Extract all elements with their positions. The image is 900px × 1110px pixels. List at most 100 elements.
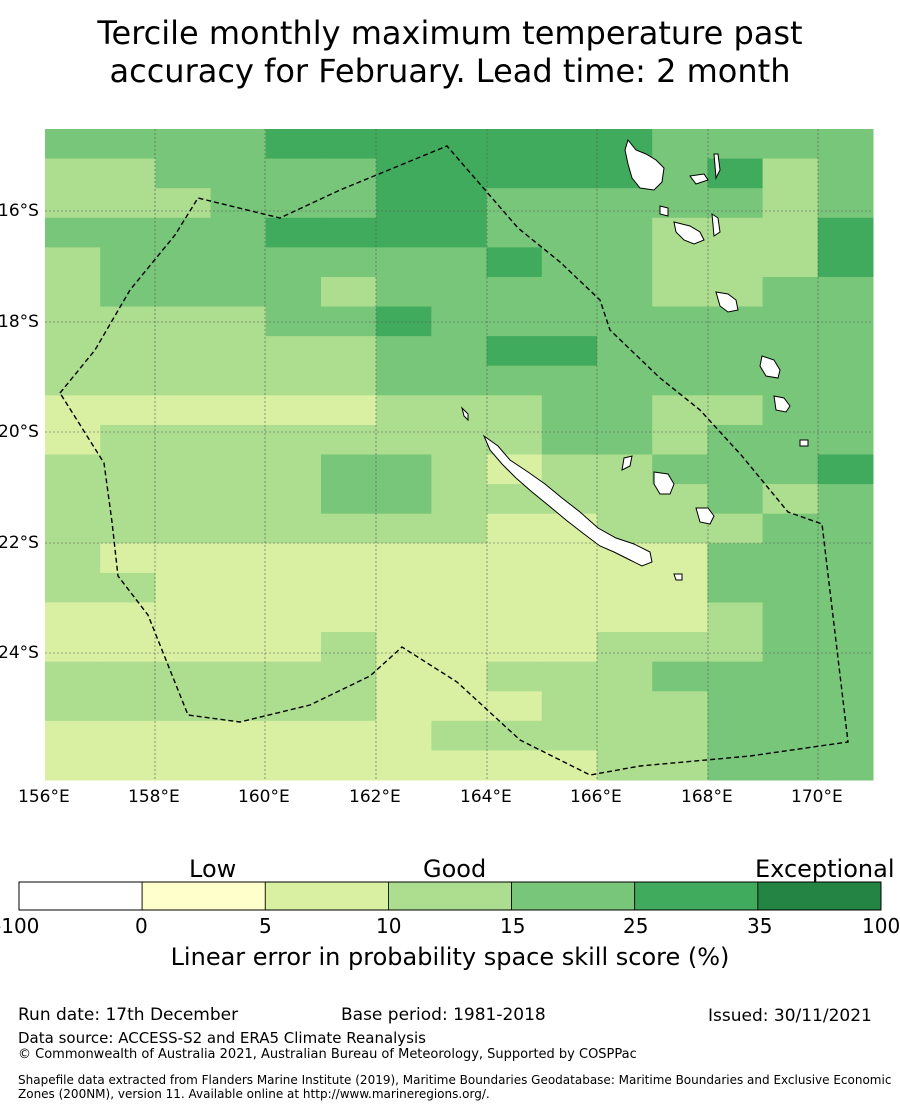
skill-cell <box>817 158 874 189</box>
skill-cell <box>100 424 156 455</box>
skill-cell <box>376 661 432 692</box>
skill-cell <box>376 513 432 544</box>
skill-cell <box>652 129 708 160</box>
skill-map <box>45 129 874 781</box>
skill-cell <box>155 306 212 337</box>
skill-cell <box>45 484 101 515</box>
lat-label-16s: 16°S <box>0 201 39 221</box>
skill-cell <box>210 661 267 692</box>
skill-cell <box>321 454 377 485</box>
skill-cell <box>100 395 156 426</box>
skill-cell <box>155 129 212 160</box>
skill-cell <box>265 306 322 337</box>
skill-cell <box>707 513 764 544</box>
skill-cell <box>652 691 708 722</box>
lifou-island <box>653 471 675 495</box>
efate-island <box>715 291 739 313</box>
skill-cell <box>376 691 432 722</box>
skill-cell <box>155 484 212 515</box>
skill-cell <box>597 188 653 219</box>
skill-cell <box>265 691 322 722</box>
skill-cell <box>321 217 377 248</box>
colorbar-segment <box>511 881 636 911</box>
isle-of-pines-island <box>673 573 683 581</box>
skill-cell <box>155 276 212 308</box>
skill-cell <box>486 602 543 633</box>
skill-cell <box>45 602 101 633</box>
skill-cell <box>100 543 156 574</box>
skill-cell <box>45 395 101 426</box>
skill-cell <box>155 661 212 692</box>
skill-cell <box>486 632 543 663</box>
skill-cell <box>817 365 874 396</box>
skill-cell <box>155 750 212 781</box>
skill-cell <box>817 336 874 367</box>
skill-cell <box>155 602 212 633</box>
skill-cell <box>431 395 488 426</box>
skill-cell <box>762 750 819 781</box>
skill-cell <box>431 365 488 396</box>
skill-cell <box>762 395 819 426</box>
skill-cell <box>431 720 488 751</box>
colorbar-tick-neg100: -100 <box>0 914 40 938</box>
skill-cell <box>431 188 488 219</box>
skill-cell <box>376 424 432 455</box>
colorbar-tick-100: 100 <box>862 914 900 938</box>
skill-cell <box>210 217 267 248</box>
chart-title-line-2: accuracy for February. Lead time: 2 mont… <box>109 52 791 90</box>
skill-cell <box>652 276 708 308</box>
skill-cell <box>321 632 377 663</box>
skill-cell <box>431 543 488 574</box>
small-island-a <box>689 173 709 185</box>
skill-cell <box>376 336 432 367</box>
lon-label-158e: 158°E <box>128 787 180 807</box>
colorbar-tick-35: 35 <box>747 914 773 938</box>
skill-cell <box>210 276 267 308</box>
skill-cell <box>265 602 322 633</box>
small-island-c <box>799 439 809 447</box>
skill-cell <box>100 572 156 603</box>
skill-cell <box>431 276 488 308</box>
skill-cell <box>541 454 598 485</box>
small-island-b <box>659 205 669 217</box>
skill-cell <box>541 691 598 722</box>
copyright-notice: © Commonwealth of Australia 2021, Austra… <box>18 1047 637 1062</box>
skill-cell <box>707 691 764 722</box>
skill-cell <box>265 217 322 248</box>
skill-cell <box>652 750 708 781</box>
skill-cell <box>652 336 708 367</box>
tanna-island <box>773 395 791 413</box>
small-island-d <box>461 406 469 422</box>
skill-cell <box>486 543 543 574</box>
skill-cell <box>541 632 598 663</box>
skill-cell <box>652 306 708 337</box>
skill-cell <box>155 158 212 189</box>
skill-cell <box>321 543 377 574</box>
shapefile-credit-line-1: Shapefile data extracted from Flanders M… <box>18 1073 892 1087</box>
lon-label-168e: 168°E <box>681 787 733 807</box>
skill-cell <box>486 276 543 308</box>
skill-cell <box>376 247 432 278</box>
skill-cell <box>100 750 156 781</box>
skill-cell <box>265 276 322 308</box>
skill-cell <box>597 572 653 603</box>
skill-cell <box>45 276 101 308</box>
skill-cell <box>707 365 764 396</box>
skill-cell <box>597 336 653 367</box>
skill-cell <box>265 247 322 278</box>
base-period: Base period: 1981-2018 <box>341 1005 546 1025</box>
skill-cell <box>707 188 764 219</box>
skill-cell <box>707 454 764 485</box>
skill-cell <box>155 632 212 663</box>
skill-cell <box>541 395 598 426</box>
skill-cell <box>486 395 543 426</box>
skill-cell <box>265 750 322 781</box>
skill-cell <box>321 720 377 751</box>
colorbar-tick-15: 15 <box>500 914 526 938</box>
lat-label-22s: 22°S <box>0 533 39 553</box>
skill-cell <box>155 720 212 751</box>
skill-cell <box>376 572 432 603</box>
skill-cell <box>652 247 708 278</box>
skill-cell <box>100 602 156 633</box>
lat-label-24s: 24°S <box>0 643 39 663</box>
